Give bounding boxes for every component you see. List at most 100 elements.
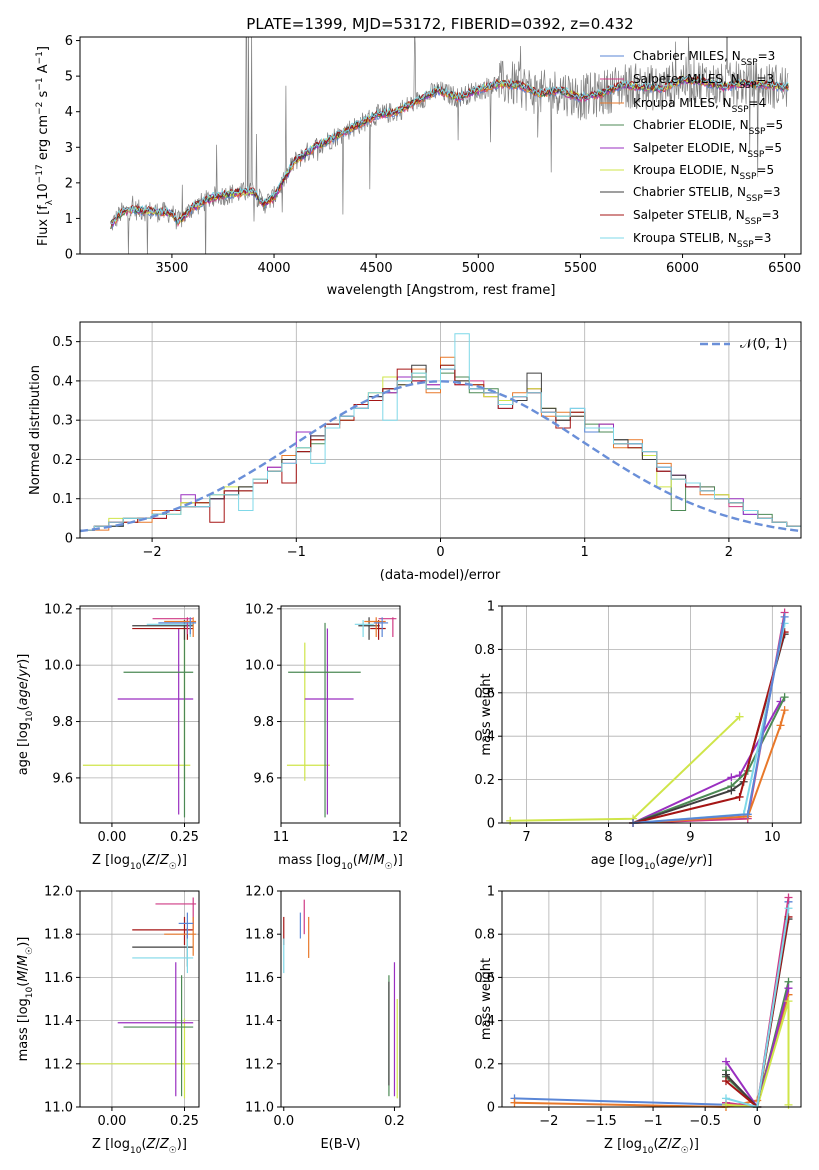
spectrum-ylabel-part: erg cm bbox=[36, 115, 51, 164]
weight_vs_Z-ytick-label: 0 bbox=[487, 1101, 495, 1116]
weight_vs_age-xtick-label: 10 bbox=[764, 830, 781, 845]
spectrum-ylabel-part: −1 bbox=[35, 77, 45, 90]
age_vs_Z-xlabel: Z [log10(Z/Z☉)] bbox=[92, 853, 187, 872]
legend-label-kroupa_elodie: Kroupa ELODIE, NSSP=5 bbox=[633, 163, 774, 182]
weight_vs_Z-marker-kroupa_stelib bbox=[721, 1094, 730, 1103]
weight_vs_Z-xlabel-part: Z [log bbox=[604, 1137, 642, 1152]
mass_vs_Z-ytick-label: 11.0 bbox=[44, 1101, 73, 1116]
mass_vs_Z-ylabel-part: ( bbox=[16, 982, 31, 987]
weight_vs_Z-marker-salpeter_miles bbox=[784, 893, 793, 902]
spectrum-ylabel-part: A bbox=[36, 64, 51, 77]
legend-label-chabrier_miles-part: =3 bbox=[758, 49, 776, 63]
weight_vs_Z-xlabel-part: ☉ bbox=[681, 1146, 689, 1156]
legend-label-salpeter_elodie: Salpeter ELODIE, NSSP=5 bbox=[633, 141, 782, 160]
weight_vs_Z-xlabel-part: Z bbox=[671, 1137, 682, 1152]
weight_vs_Z-xtick-label: −1.5 bbox=[585, 1114, 617, 1129]
legend-label-kroupa_elodie-part: =5 bbox=[756, 163, 774, 177]
weight_vs_age-ylabel: mass weight bbox=[479, 673, 494, 755]
age_vs_Z-ylabel-part: / bbox=[16, 676, 31, 681]
age_vs_Z-ylabel-part: yr bbox=[16, 662, 31, 678]
age_vs_Z-ylabel-part: ( bbox=[16, 706, 31, 711]
weight_vs_age-xlabel-part: )] bbox=[702, 853, 712, 868]
mass_vs_Z-ytick-label: 11.2 bbox=[44, 1057, 73, 1072]
weight_vs_age-line-kroupa_miles bbox=[633, 709, 786, 824]
legend-label-salpeter_miles-part: =3 bbox=[756, 72, 774, 86]
residuals-ytick-label: 0.2 bbox=[52, 453, 73, 468]
age_vs_Z-xlabel-part: 10 bbox=[130, 862, 142, 872]
legend-label-kroupa_miles: Kroupa MILES, NSSP=4 bbox=[633, 96, 766, 115]
weight_vs_age-marker-chabrier_miles bbox=[743, 810, 752, 819]
age_vs_mass-xlabel-part: / bbox=[369, 853, 374, 868]
legend-label-chabrier_miles-part: SSP bbox=[741, 58, 758, 68]
age_vs_mass-xlabel-part: ☉ bbox=[385, 862, 393, 872]
weight_vs_Z-ylabel: mass weight bbox=[479, 958, 494, 1040]
legend-label-kroupa_stelib-part: Kroupa STELIB, N bbox=[633, 231, 737, 245]
weight_vs_age-ytick-label: 0 bbox=[487, 817, 495, 832]
mass_vs_Z-ylabel-part: M bbox=[16, 970, 31, 981]
legend-label-chabrier_stelib-part: Chabrier STELIB, N bbox=[633, 185, 746, 199]
mass_vs_Z-ylabel-part: ☉ bbox=[25, 947, 35, 955]
legend-label-kroupa_elodie-part: Kroupa ELODIE, N bbox=[633, 163, 740, 177]
mass_vs_Z-xlabel-part: ☉ bbox=[169, 1146, 177, 1156]
legend-label-chabrier_miles: Chabrier MILES, NSSP=3 bbox=[633, 49, 775, 68]
weight_vs_Z-marker-kroupa_miles bbox=[510, 1098, 519, 1107]
age_vs_mass-xlabel-part: mass [log bbox=[278, 853, 341, 868]
residuals-ylabel: Normed distribution bbox=[28, 365, 43, 495]
weight_vs_age-xlabel-part: age bbox=[660, 853, 684, 868]
age_vs_mass-xlabel-part: )] bbox=[393, 853, 403, 868]
legend-label-salpeter_stelib: Salpeter STELIB, NSSP=3 bbox=[633, 208, 779, 227]
mass_vs_Z-ytick-label: 11.8 bbox=[44, 928, 73, 943]
hist-kroupa_stelib bbox=[79, 333, 801, 538]
residuals-xtick-label: 0 bbox=[436, 545, 444, 560]
mass_vs_Z-ytick-label: 11.6 bbox=[44, 971, 73, 986]
age_vs_mass-frame bbox=[280, 605, 401, 824]
mass_vs_Z-ylabel: mass [log10(M/M☉)] bbox=[16, 937, 35, 1062]
age_vs_Z-xtick-label: 0.00 bbox=[97, 830, 126, 845]
mass_vs_EBV-ytick-label: 11.6 bbox=[245, 971, 274, 986]
legend-label-salpeter_elodie-part: SSP bbox=[747, 150, 764, 160]
weight_vs_Z-panel: −2 −1.5 −1 −0.5 000.20.40.60.81Z [log10(Z/Z☉… bbox=[474, 885, 802, 1156]
weight_vs_Z-line-chabrier_miles bbox=[514, 901, 790, 1109]
weight_vs_age-line-chabrier_elodie bbox=[632, 696, 786, 824]
weight_vs_age-xtick-label: 9 bbox=[686, 830, 694, 845]
legend-label-kroupa_stelib-part: SSP bbox=[737, 240, 754, 250]
weight_vs_Z-frame bbox=[501, 890, 802, 1108]
mass_vs_EBV-frame bbox=[280, 890, 401, 1108]
weight_vs_age-ytick-label: 0.6 bbox=[474, 686, 495, 701]
residuals-ytick-label: 0.1 bbox=[52, 492, 73, 507]
spectrum-xtick-label: 4500 bbox=[360, 261, 393, 276]
weight_vs_Z-marker-salpeter_elodie bbox=[784, 984, 793, 993]
residuals-xtick-label: 2 bbox=[725, 545, 733, 560]
spectrum-ylabel-part: −1 bbox=[35, 51, 45, 64]
legend-label-chabrier_stelib-part: =3 bbox=[763, 185, 781, 199]
legend-label-salpeter_miles-part: SSP bbox=[740, 81, 757, 91]
weight_vs_Z-ytick-label: 0.4 bbox=[474, 1014, 495, 1029]
spectrum-xlabel: wavelength [Angstrom, rest frame] bbox=[327, 283, 556, 298]
weight_vs_age-marker-salpeter_elodie bbox=[727, 773, 736, 782]
residuals-ytick-label: 0.5 bbox=[52, 335, 73, 350]
spectrum-ytick-label: 1 bbox=[65, 212, 73, 227]
mass_vs_Z-ylabel-part: mass [log bbox=[16, 998, 31, 1061]
weight_vs_age-ytick-label: 0.2 bbox=[474, 773, 495, 788]
age_vs_Z-ylabel: age [log10(age/yr)] bbox=[16, 654, 35, 776]
weight_vs_Z-marker-kroupa_elodie bbox=[784, 1100, 793, 1109]
weight_vs_Z-xlabel-part: Z bbox=[658, 1137, 669, 1152]
weight_vs_age-marker-chabrier_stelib bbox=[727, 786, 736, 795]
spectrum-ylabel-part: λ bbox=[45, 199, 55, 205]
weight_vs_age-marker-chabrier_elodie bbox=[780, 693, 789, 702]
spectrum-ylabel-part: 10 bbox=[36, 183, 51, 200]
weight_vs_Z-marker-kroupa_elodie bbox=[784, 997, 793, 1006]
age_vs_mass-ytick-label: 9.8 bbox=[253, 715, 274, 730]
age_vs_Z-ytick-label: 10.0 bbox=[44, 659, 73, 674]
age_vs_mass-xlabel-part: M bbox=[373, 853, 384, 868]
mass_vs_EBV-ytick-label: 11.2 bbox=[245, 1057, 274, 1072]
legend-label-salpeter_elodie-part: Salpeter ELODIE, N bbox=[633, 141, 747, 155]
spectrum-ylabel: Flux [fλ10−17 erg cm−2 s−1 A−1] bbox=[35, 46, 55, 246]
weight_vs_Z-line-kroupa_elodie bbox=[725, 1000, 790, 1109]
weight_vs_age-frame bbox=[501, 605, 802, 824]
legend-label-kroupa_miles-part: Kroupa MILES, N bbox=[633, 96, 732, 110]
legend-label-kroupa_elodie-part: SSP bbox=[740, 172, 757, 182]
weight_vs_age-ytick-label: 0.4 bbox=[474, 730, 495, 745]
mass_vs_Z-ytick-label: 12.0 bbox=[44, 885, 73, 900]
